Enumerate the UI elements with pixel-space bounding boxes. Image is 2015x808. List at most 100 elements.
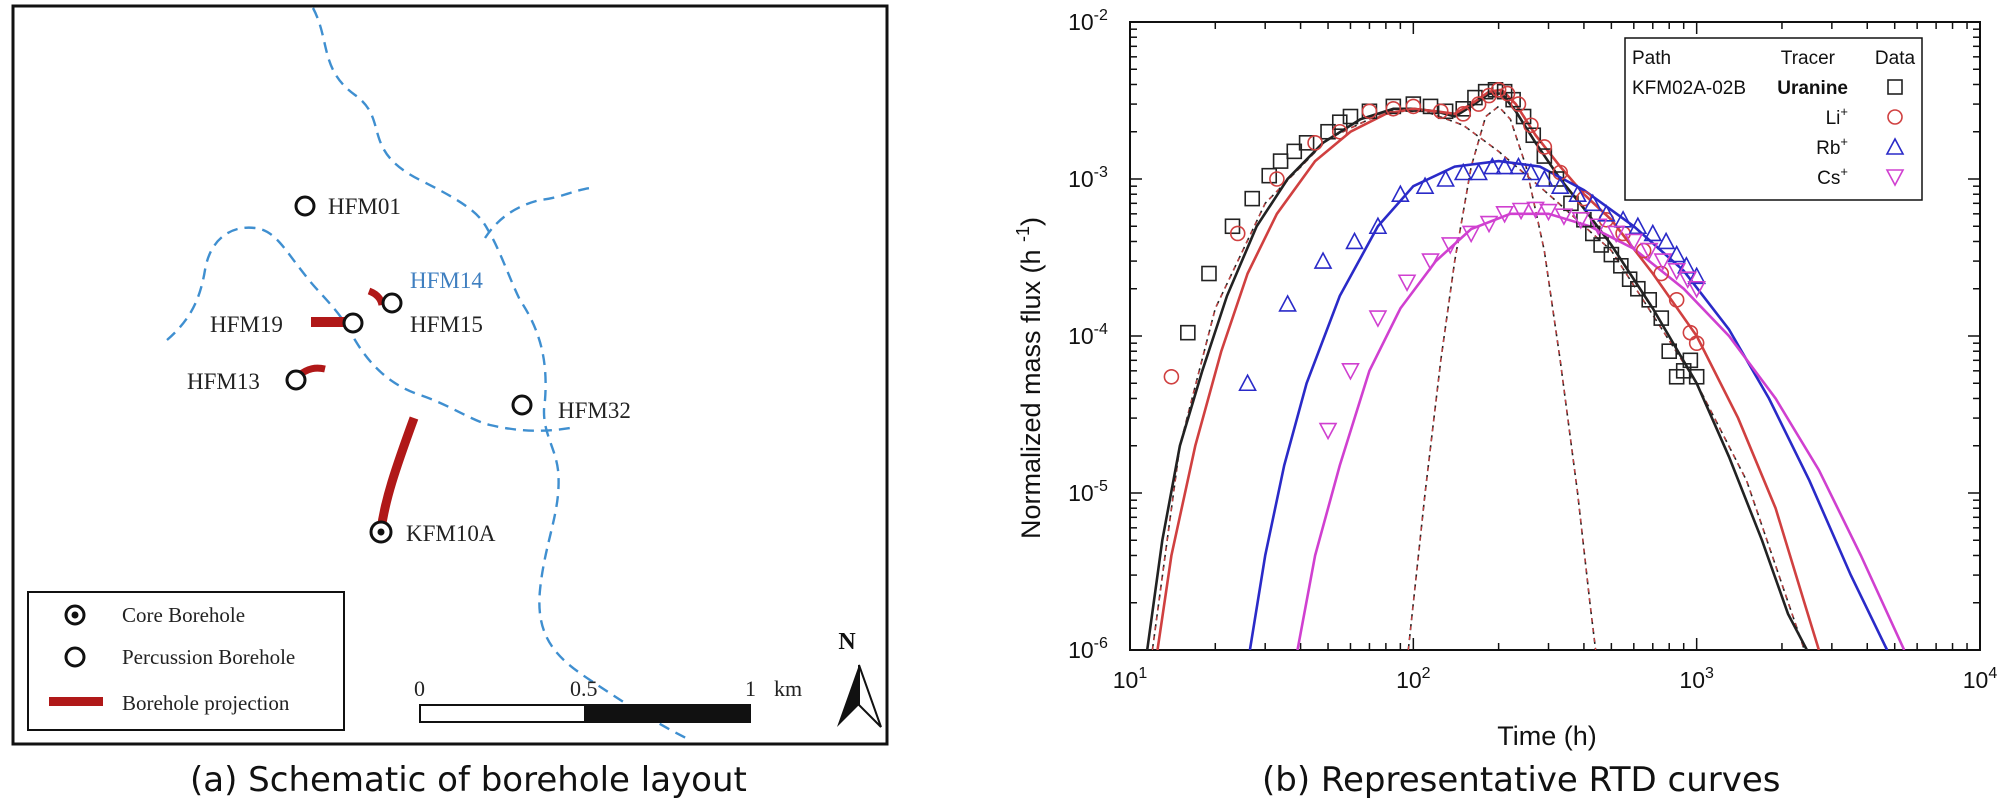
data-point-series-3 (1678, 271, 1698, 289)
borehole-hfm32-marker (511, 394, 533, 416)
scale-tick-1: 1 (745, 676, 756, 701)
data-point-series-0 (1180, 324, 1196, 341)
data-point-series-0 (1320, 123, 1336, 140)
legend-percussion-label: Percussion Borehole (122, 645, 295, 669)
north-arrow: N (837, 629, 882, 728)
data-point-series-3 (1511, 202, 1531, 221)
data-point-series-1 (1163, 368, 1180, 385)
data-point-series-0 (1437, 103, 1454, 120)
legend-tracer-rb-charge: + (1840, 134, 1848, 149)
data-point-series-0 (1536, 148, 1553, 164)
data-point-series-0 (1653, 310, 1670, 326)
data-point-series-2 (1391, 184, 1410, 203)
data-point-series-3 (1539, 203, 1558, 222)
borehole-projections (295, 287, 419, 531)
borehole-hfm13-marker (285, 369, 307, 391)
data-point-series-3 (1606, 225, 1626, 244)
data-point-series-3 (1639, 242, 1659, 261)
borehole-markers (285, 195, 533, 544)
caption-panel-a: (a) Schematic of borehole layout (190, 760, 747, 800)
data-point-series-0 (1682, 352, 1699, 369)
chart-data-markers (1163, 81, 1706, 441)
data-point-series-3 (1554, 208, 1574, 226)
borehole-label-hfm19: HFM19 (210, 312, 283, 337)
borehole-label-kfm10a: KFM10A (406, 521, 496, 546)
data-point-series-1 (1269, 171, 1285, 187)
chart-legend-box (1624, 37, 1923, 201)
legend-tracer-cs-base: Cs (1817, 168, 1840, 189)
data-point-series-1 (1307, 135, 1323, 151)
data-point-series-3 (1440, 237, 1460, 255)
data-point-series-2 (1368, 216, 1388, 235)
legend-core-label: Core Borehole (122, 603, 245, 627)
legend-markers (1885, 79, 1905, 187)
data-point-series-2 (1238, 373, 1257, 392)
legend-percussion-symbol (64, 646, 86, 668)
north-label: N (838, 629, 856, 655)
rtd-chart: 101 102 103 104 10-6 10-5 10-4 10-3 10-2 Time (h… (1013, 7, 1997, 751)
borehole-layout-map: HFM01 HFM14 HFM15 HFM19 HFM13 HFM32 KFM1… (11, 4, 889, 746)
borehole-label-hfm15: HFM15 (410, 312, 483, 337)
data-point-series-0 (1422, 98, 1439, 115)
data-point-series-1 (1229, 225, 1246, 242)
fit-line-series-2 (1248, 159, 1889, 650)
legend-header-tracer: Tracer (1781, 48, 1836, 69)
borehole-hfm19-marker (342, 312, 364, 334)
data-point-series-2 (1313, 251, 1333, 269)
data-point-series-0 (1688, 368, 1705, 385)
y-tick-label: 10-4 (1068, 321, 1108, 349)
data-point-series-3 (1589, 218, 1608, 236)
y-axis-label-exponent: -1 (1013, 226, 1033, 242)
data-point-series-0 (1331, 114, 1348, 131)
scale-bar-black (584, 704, 751, 723)
data-point-series-2 (1667, 244, 1687, 263)
data-point-series-1 (1688, 335, 1705, 351)
data-point-series-2 (1550, 176, 1570, 194)
projection-kfm10a (376, 416, 419, 531)
data-point-series-1 (1499, 85, 1516, 102)
data-point-series-1 (1536, 139, 1553, 155)
scale-bar: 0 0.5 1 km (414, 676, 802, 723)
y-axis-label: Normalized mass flux (h -1) (1013, 217, 1046, 539)
data-point-series-2 (1453, 162, 1473, 181)
data-point-series-1 (1385, 100, 1402, 117)
scale-tick-05: 0.5 (570, 676, 598, 701)
data-point-series-3 (1421, 253, 1440, 271)
data-point-series-2 (1495, 156, 1514, 175)
borehole-hfm01-marker (294, 195, 316, 217)
data-point-series-0 (1261, 167, 1278, 184)
data-point-series-3 (1624, 233, 1644, 252)
data-point-series-0 (1201, 265, 1217, 282)
data-point-series-3 (1461, 225, 1481, 244)
legend-tracer-rb-base: Rb (1816, 138, 1840, 159)
data-point-series-2 (1643, 223, 1663, 242)
data-point-series-0 (1244, 190, 1261, 207)
data-point-series-3 (1571, 211, 1591, 230)
data-point-series-3 (1495, 206, 1514, 224)
legend-tracer-cs-charge: + (1840, 164, 1848, 179)
legend-marker-series-1 (1887, 109, 1903, 125)
data-point-series-3 (1368, 310, 1388, 328)
data-point-series-3 (1653, 253, 1673, 271)
stream-network (166, 7, 691, 742)
north-arrow-left (837, 665, 859, 727)
x-tick-label: 101 (1113, 665, 1148, 693)
data-point-series-0 (1342, 108, 1359, 125)
data-point-series-2 (1278, 294, 1297, 312)
legend-tracer-li-base: Li (1826, 108, 1841, 129)
stream-main (311, 7, 691, 742)
data-point-series-1 (1331, 123, 1348, 140)
data-point-series-2 (1345, 231, 1364, 250)
data-point-series-2 (1568, 184, 1587, 203)
legend-tracer-uranine: Uranine (1777, 78, 1848, 99)
data-point-series-0 (1603, 246, 1620, 263)
y-axis-label-text: Normalized mass flux (h (1016, 249, 1046, 539)
borehole-label-hfm14: HFM14 (410, 268, 483, 293)
data-point-series-1 (1405, 98, 1422, 115)
data-point-series-3 (1687, 280, 1706, 299)
data-point-series-2 (1521, 162, 1541, 181)
legend-marker-series-2 (1885, 137, 1905, 155)
data-point-series-0 (1621, 271, 1638, 288)
legend-header-path: Path (1632, 48, 1671, 69)
